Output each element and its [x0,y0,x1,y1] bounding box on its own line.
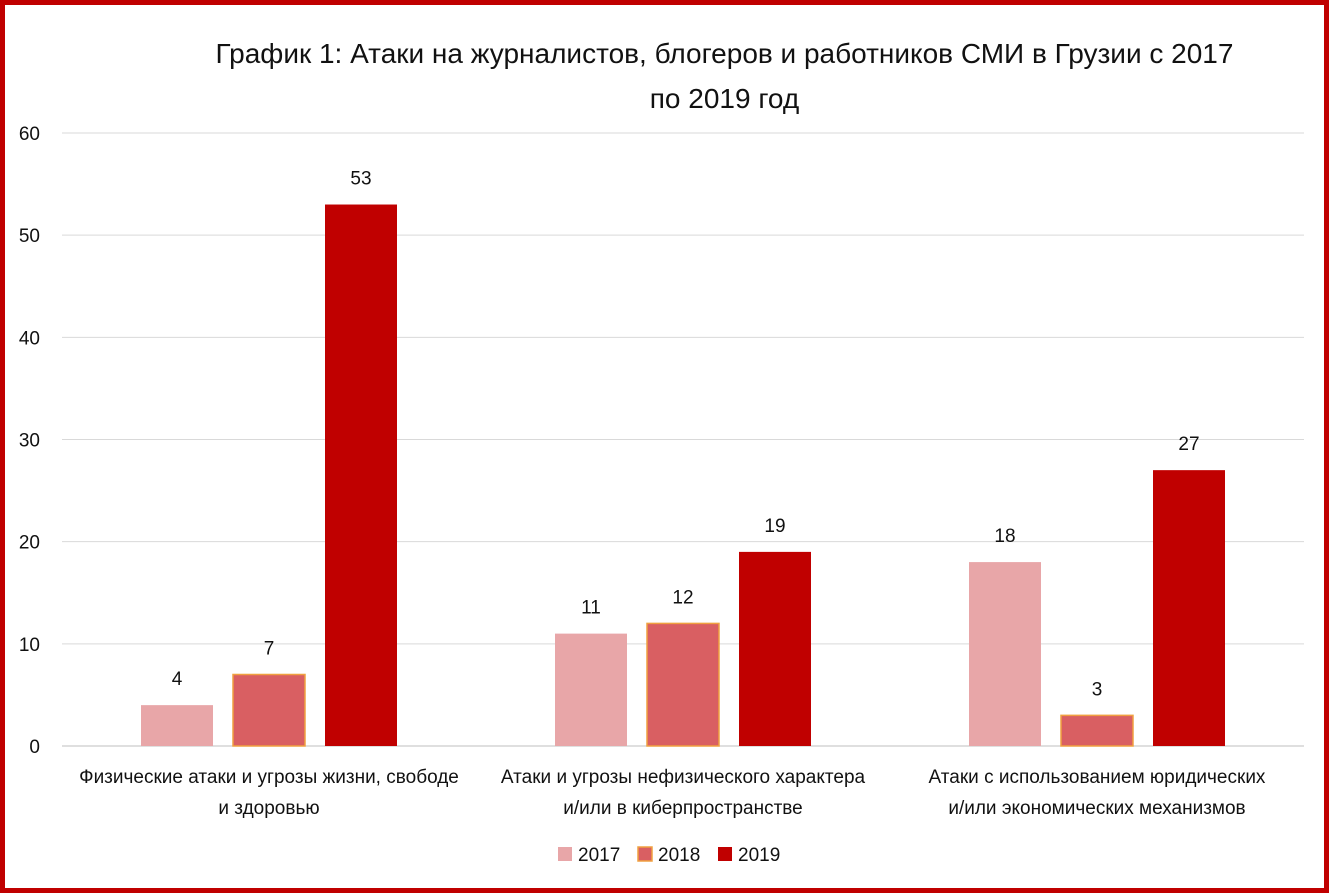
data-label: 12 [672,587,693,608]
y-tick-label: 0 [29,737,40,758]
chart-title-line-1: График 1: Атаки на журналистов, блогеров… [215,38,1234,69]
bar [1153,470,1225,746]
y-tick-label: 60 [19,124,40,145]
category-label: Атаки с использованием юридических [929,767,1266,788]
category-label: и/или в киберпространстве [563,798,803,819]
legend-label: 2017 [578,845,620,866]
legend-label: 2019 [738,845,780,866]
bar [555,633,627,746]
bar [232,673,306,747]
legend-swatch [718,847,732,861]
data-label: 3 [1092,679,1103,700]
data-label: 27 [1178,434,1199,455]
data-label: 4 [172,669,183,690]
category-label: Атаки и угрозы нефизического характера [501,767,866,788]
y-tick-label: 50 [19,226,40,247]
data-label: 19 [764,516,785,537]
bar [969,562,1041,746]
data-label: 11 [581,598,601,619]
data-label: 18 [994,526,1015,547]
y-tick-label: 30 [19,431,40,452]
category-label: Физические атаки и угрозы жизни, свободе [79,767,459,788]
bar [325,204,397,746]
bar [646,622,720,747]
bar [141,705,213,746]
data-label: 7 [264,638,275,659]
bar [739,551,811,746]
data-label: 53 [350,169,371,190]
legend-swatch [637,846,653,862]
category-label: и здоровью [218,798,319,819]
bar [1060,714,1134,747]
y-tick-label: 40 [19,328,40,349]
chart-title-line-2: по 2019 год [649,83,800,114]
legend-swatch [558,847,572,861]
legend-label: 2018 [658,845,700,866]
y-tick-label: 10 [19,635,40,656]
category-label: и/или экономических механизмов [948,798,1245,819]
y-tick-label: 20 [19,533,40,554]
